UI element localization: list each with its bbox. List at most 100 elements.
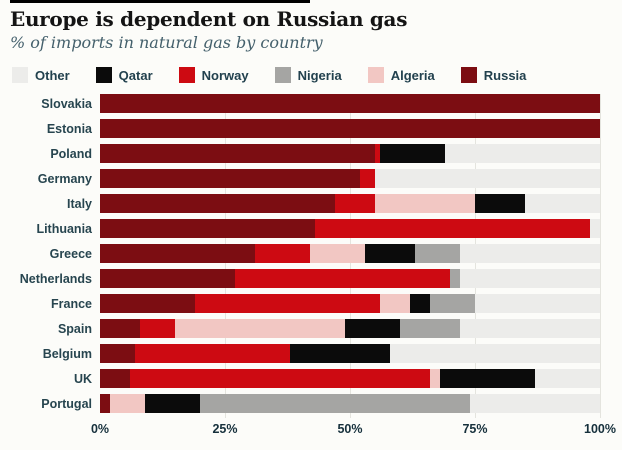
norway-segment	[360, 169, 375, 188]
legend-label: Other	[35, 67, 70, 83]
bar-track	[100, 219, 600, 238]
bar-row-germany: Germany	[0, 169, 622, 188]
norway-segment	[140, 319, 175, 338]
russia-segment	[100, 194, 335, 213]
chart-subtitle: % of imports in natural gas by country	[10, 33, 323, 52]
bar-track	[100, 344, 600, 363]
qatar-segment	[410, 294, 430, 313]
russia-segment	[100, 394, 110, 413]
bar-row-belgium: Belgium	[0, 344, 622, 363]
qatar-segment	[475, 194, 525, 213]
russia-segment	[100, 344, 135, 363]
x-tick-label: 75%	[462, 422, 488, 436]
country-label: Greece	[49, 246, 92, 261]
russia-segment	[100, 144, 375, 163]
legend-item-other: Other	[12, 67, 70, 83]
bar-track	[100, 169, 600, 188]
other-segment	[390, 344, 600, 363]
bar-track	[100, 94, 600, 113]
russia-segment	[100, 119, 600, 138]
bar-row-netherlands: Netherlands	[0, 269, 622, 288]
nigeria-segment	[415, 244, 460, 263]
bar-row-uk: UK	[0, 369, 622, 388]
bar-track	[100, 244, 600, 263]
bar-track	[100, 269, 600, 288]
country-label: Germany	[37, 171, 92, 186]
other-segment	[475, 294, 600, 313]
country-label: Lithuania	[36, 221, 92, 236]
country-label: Poland	[50, 146, 92, 161]
qatar-segment	[365, 244, 415, 263]
qatar-segment	[440, 369, 535, 388]
bar-row-portugal: Portugal	[0, 394, 622, 413]
qatar-swatch-icon	[95, 67, 112, 83]
other-segment	[590, 219, 600, 238]
bar-track	[100, 294, 600, 313]
x-tick-label: 25%	[212, 422, 238, 436]
algeria-segment	[430, 369, 440, 388]
country-label: Belgium	[42, 346, 92, 361]
bar-row-italy: Italy	[0, 194, 622, 213]
bar-rows: Slovakia Estonia Poland Germany Italy Lithuan…	[0, 94, 622, 413]
bar-track	[100, 144, 600, 163]
other-segment	[460, 269, 600, 288]
qatar-segment	[345, 319, 400, 338]
other-segment	[460, 319, 600, 338]
nigeria-segment	[200, 394, 470, 413]
algeria-segment	[310, 244, 365, 263]
bar-row-france: France	[0, 294, 622, 313]
russia-segment	[100, 269, 235, 288]
bar-row-poland: Poland	[0, 144, 622, 163]
legend-label: Norway	[201, 67, 249, 83]
bar-track	[100, 369, 600, 388]
other-segment	[525, 194, 600, 213]
russia-segment	[100, 244, 255, 263]
country-label: Slovakia	[41, 96, 92, 111]
legend-item-nigeria: Nigeria	[274, 67, 342, 83]
legend-label: Nigeria	[297, 67, 342, 83]
russia-segment	[100, 94, 600, 113]
bar-track	[100, 394, 600, 413]
bar-row-spain: Spain	[0, 319, 622, 338]
nigeria-segment	[400, 319, 460, 338]
country-label: UK	[73, 371, 92, 386]
norway-segment	[315, 219, 590, 238]
legend-item-algeria: Algeria	[367, 67, 435, 83]
russia-segment	[100, 369, 130, 388]
bar-row-lithuania: Lithuania	[0, 219, 622, 238]
bar-track	[100, 194, 600, 213]
russia-segment	[100, 294, 195, 313]
other-segment	[460, 244, 600, 263]
norway-segment	[335, 194, 375, 213]
bar-row-estonia: Estonia	[0, 119, 622, 138]
norway-segment	[135, 344, 290, 363]
chart-area: Slovakia Estonia Poland Germany Italy Lithuan…	[0, 94, 622, 437]
country-label: Estonia	[46, 121, 92, 136]
legend-item-norway: Norway	[178, 67, 249, 83]
legend-item-russia: Russia	[460, 67, 526, 83]
top-rule	[10, 0, 310, 3]
other-segment	[375, 169, 600, 188]
algeria-segment	[175, 319, 345, 338]
norway-segment	[255, 244, 310, 263]
legend: Other Qatar Norway Nigeria Algeria Russia	[0, 52, 622, 83]
legend-label: Algeria	[390, 67, 435, 83]
other-swatch-icon	[12, 67, 28, 83]
nigeria-swatch-icon	[274, 67, 291, 83]
x-tick-label: 0%	[90, 422, 110, 436]
x-tick-label: 100%	[584, 422, 616, 436]
algeria-segment	[110, 394, 145, 413]
russia-segment	[100, 319, 140, 338]
chart-title: Europe is dependent on Russian gas	[10, 7, 408, 31]
bar-track	[100, 119, 600, 138]
qatar-segment	[290, 344, 390, 363]
other-segment	[445, 144, 600, 163]
russia-segment	[100, 169, 360, 188]
country-label: Italy	[66, 196, 92, 211]
nigeria-segment	[450, 269, 460, 288]
legend-item-qatar: Qatar	[95, 67, 153, 83]
other-segment	[535, 369, 600, 388]
bar-track	[100, 319, 600, 338]
country-label: Netherlands	[19, 271, 92, 286]
